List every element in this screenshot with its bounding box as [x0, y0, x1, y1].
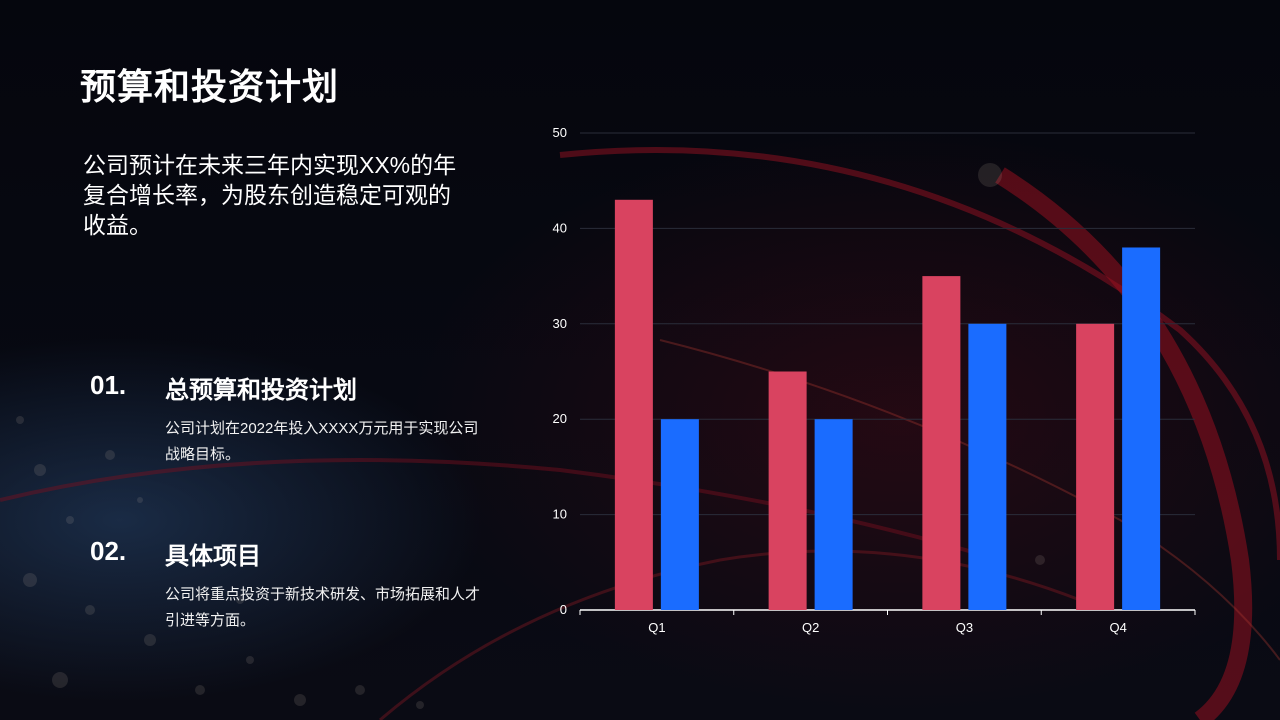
bar-q3-series-1: [922, 276, 961, 610]
bar-q4-series-2: [1122, 247, 1161, 611]
y-tick-label: 30: [553, 316, 567, 331]
plan-item-description: 公司计划在2022年投入XXXX万元用于实现公司战略目标。: [165, 420, 479, 463]
bar-q1-series-2: [660, 419, 699, 610]
intro-text: 公司预计在未来三年内实现XX%的年复合增长率，为股东创造稳定可观的收益。: [83, 152, 457, 238]
x-category-label: Q2: [802, 620, 819, 635]
plan-item-number: 01.: [90, 370, 127, 400]
y-tick-label: 0: [560, 602, 567, 617]
bar-q2-series-1: [768, 371, 807, 610]
bar-chart: 0 10 20 30 40 50 Q1 Q2 Q3 Q4: [553, 125, 1196, 635]
bar-q4-series-1: [1076, 323, 1115, 610]
bar-q1-series-1: [614, 199, 653, 610]
bar-q2-series-2: [814, 419, 853, 610]
plan-item-heading: 总预算和投资计划: [165, 377, 357, 404]
x-category-label: Q3: [956, 620, 973, 635]
plan-item-number: 02.: [90, 536, 127, 566]
y-tick-label: 40: [553, 220, 567, 235]
y-tick-label: 10: [553, 507, 567, 522]
y-tick-label: 50: [553, 125, 567, 140]
slide-title: 预算和投资计划: [80, 66, 340, 107]
bar-q3-series-2: [968, 323, 1007, 610]
x-category-label: Q4: [1109, 620, 1126, 635]
plan-item-description: 公司将重点投资于新技术研发、市场拓展和人才引进等方面。: [165, 586, 481, 629]
x-category-label: Q1: [648, 620, 665, 635]
y-tick-label: 20: [553, 411, 567, 426]
plan-item-heading: 具体项目: [165, 543, 261, 570]
